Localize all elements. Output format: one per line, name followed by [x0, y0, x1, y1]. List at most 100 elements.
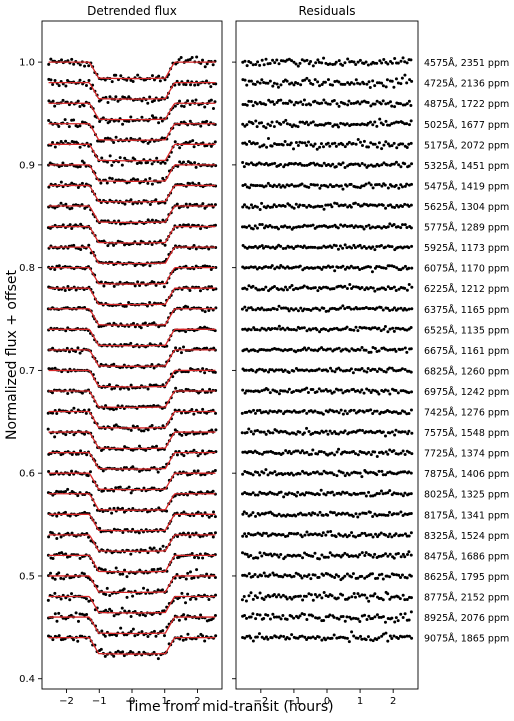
flux-point: [68, 598, 72, 602]
flux-point: [184, 577, 188, 581]
residual-point: [288, 123, 292, 127]
residual-point: [399, 59, 403, 63]
residual-point: [287, 491, 291, 495]
flux-point: [133, 610, 137, 614]
residual-point: [275, 514, 279, 518]
residual-point: [345, 184, 349, 188]
residual-point: [386, 330, 390, 334]
residual-point: [326, 410, 330, 414]
residual-point: [408, 78, 412, 82]
residual-point: [324, 265, 328, 269]
residual-point: [386, 471, 390, 475]
residual-point: [396, 452, 400, 456]
flux-point: [202, 346, 206, 350]
residual-point: [347, 473, 351, 477]
residual-point: [345, 224, 349, 228]
flux-point: [108, 633, 112, 637]
residual-point: [255, 368, 259, 372]
residual-point: [287, 245, 291, 249]
flux-point: [150, 162, 154, 166]
residual-point: [283, 163, 287, 167]
residual-point: [288, 225, 292, 229]
flux-point: [136, 280, 140, 284]
residual-point: [245, 511, 249, 515]
residual-point: [279, 617, 283, 621]
residual-point: [399, 510, 403, 514]
residual-point: [289, 471, 293, 475]
residual-point: [352, 408, 356, 412]
residual-point: [260, 121, 264, 125]
residual-point: [254, 119, 258, 123]
residual-point: [296, 531, 300, 535]
flux-point: [161, 544, 165, 548]
flux-point: [103, 136, 107, 140]
residual-point: [396, 595, 400, 599]
residual-point: [358, 553, 362, 557]
flux-point: [188, 140, 192, 144]
residual-point: [311, 223, 315, 227]
residual-point: [292, 574, 296, 578]
residual-point: [347, 596, 351, 600]
residual-point: [381, 84, 385, 88]
residual-series-25: [241, 571, 413, 582]
flux-point: [104, 404, 108, 408]
residual-point: [327, 309, 331, 313]
residual-point: [300, 612, 304, 616]
residual-point: [253, 224, 257, 228]
residual-point: [348, 283, 352, 287]
residual-point: [375, 613, 379, 617]
residual-point: [245, 287, 249, 291]
residual-point: [396, 225, 400, 229]
y-tick-label: 0.6: [19, 469, 35, 480]
residual-point: [260, 491, 264, 495]
flux-point: [152, 650, 156, 654]
residual-point: [277, 512, 281, 516]
residual-point: [306, 390, 310, 394]
residual-point: [286, 534, 290, 538]
residual-point: [292, 266, 296, 270]
residual-point: [324, 429, 328, 433]
flux-point: [182, 510, 186, 514]
residual-point: [316, 513, 320, 517]
residual-point: [281, 613, 285, 617]
flux-point: [123, 95, 127, 99]
residual-point: [368, 553, 372, 557]
flux-point: [125, 119, 129, 123]
flux-point: [84, 597, 88, 601]
residual-point: [384, 119, 388, 123]
residual-point: [268, 617, 272, 621]
flux-point: [205, 346, 209, 350]
residual-point: [322, 265, 326, 269]
residual-point: [363, 163, 367, 167]
residual-point: [375, 183, 379, 187]
residual-point: [349, 264, 353, 268]
flux-point: [112, 321, 116, 325]
flux-point: [192, 469, 196, 473]
residual-point: [379, 410, 383, 414]
x-tick-label: 0: [324, 696, 330, 707]
residual-point: [313, 78, 317, 82]
residual-point: [258, 367, 262, 371]
residual-point: [337, 432, 341, 436]
residual-point: [356, 389, 360, 393]
residual-point: [279, 634, 283, 638]
residual-point: [403, 162, 407, 166]
flux-point: [142, 486, 146, 490]
flux-point: [135, 425, 139, 429]
flux-point: [196, 83, 200, 87]
residual-point: [322, 450, 326, 454]
residual-point: [258, 145, 262, 149]
residual-point: [399, 492, 403, 496]
flux-point: [87, 64, 91, 68]
residual-point: [321, 430, 325, 434]
residual-point: [409, 574, 413, 578]
model-curve-11: [48, 287, 216, 306]
flux-point: [188, 202, 192, 206]
residual-point: [333, 453, 337, 457]
residual-point: [292, 60, 296, 64]
residual-point: [345, 122, 349, 126]
residual-point: [366, 145, 370, 149]
residual-point: [264, 161, 268, 165]
residual-point: [266, 492, 270, 496]
residual-point: [262, 308, 266, 312]
